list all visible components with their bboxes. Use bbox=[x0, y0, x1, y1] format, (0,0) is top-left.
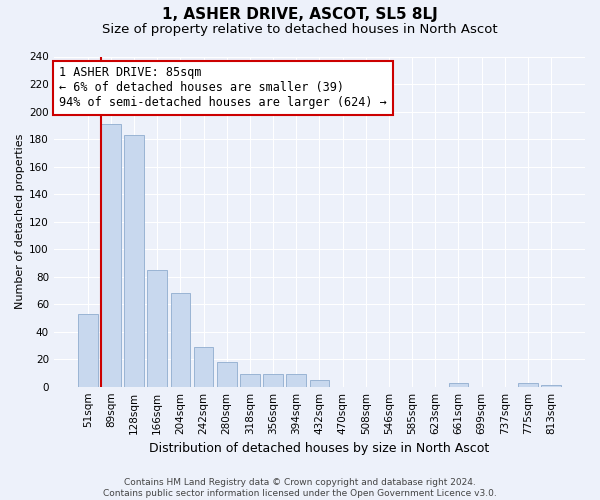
Text: 1, ASHER DRIVE, ASCOT, SL5 8LJ: 1, ASHER DRIVE, ASCOT, SL5 8LJ bbox=[162, 8, 438, 22]
Bar bbox=[148, 270, 167, 386]
Bar bbox=[286, 374, 306, 386]
Text: Contains HM Land Registry data © Crown copyright and database right 2024.
Contai: Contains HM Land Registry data © Crown c… bbox=[103, 478, 497, 498]
Bar bbox=[240, 374, 260, 386]
Bar bbox=[170, 293, 190, 386]
Bar bbox=[518, 382, 538, 386]
Text: Size of property relative to detached houses in North Ascot: Size of property relative to detached ho… bbox=[102, 22, 498, 36]
Bar bbox=[449, 382, 468, 386]
Bar bbox=[101, 124, 121, 386]
Bar bbox=[263, 374, 283, 386]
Bar bbox=[194, 347, 214, 387]
X-axis label: Distribution of detached houses by size in North Ascot: Distribution of detached houses by size … bbox=[149, 442, 490, 455]
Bar bbox=[310, 380, 329, 386]
Bar bbox=[124, 135, 144, 386]
Bar bbox=[217, 362, 236, 386]
Bar bbox=[78, 314, 98, 386]
Text: 1 ASHER DRIVE: 85sqm
← 6% of detached houses are smaller (39)
94% of semi-detach: 1 ASHER DRIVE: 85sqm ← 6% of detached ho… bbox=[59, 66, 387, 110]
Y-axis label: Number of detached properties: Number of detached properties bbox=[15, 134, 25, 310]
